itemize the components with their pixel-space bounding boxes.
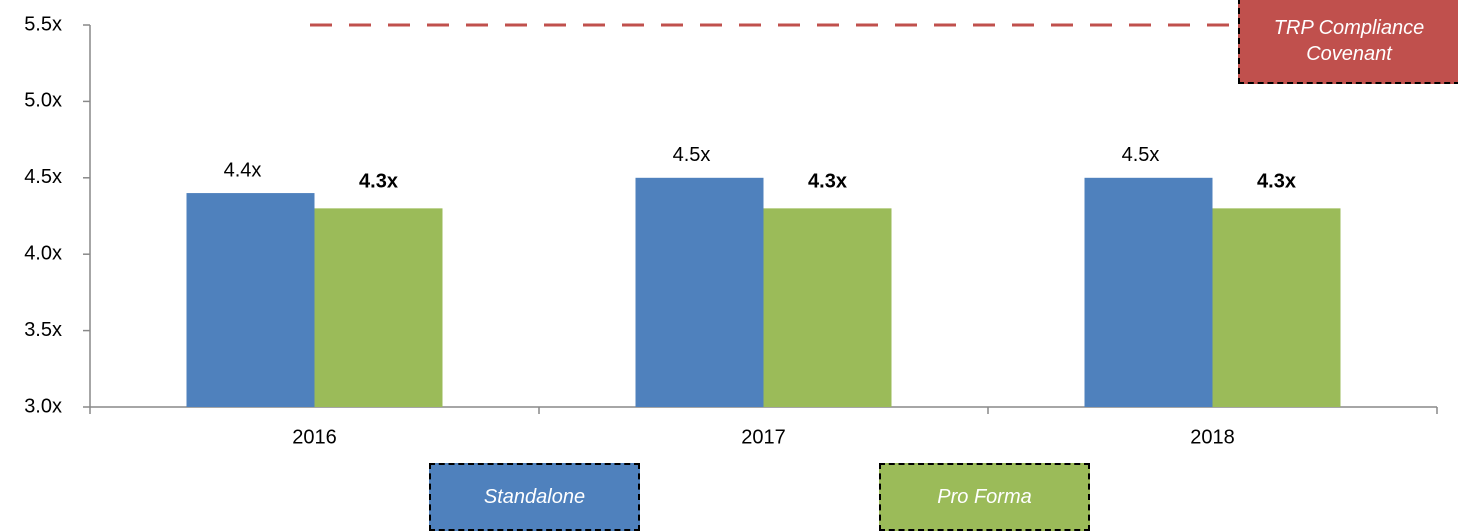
y-tick-label: 3.0x <box>24 395 62 417</box>
bar <box>314 208 443 407</box>
y-tick-label: 4.5x <box>24 166 62 188</box>
y-tick-label: 4.0x <box>24 242 62 264</box>
legend-item: Pro Forma <box>879 463 1090 531</box>
bar <box>186 193 315 407</box>
value-label: 4.3x <box>359 171 398 193</box>
x-tick-label: 2016 <box>292 426 337 448</box>
y-tick-label: 3.5x <box>24 319 62 341</box>
x-tick-label: 2018 <box>1190 426 1235 448</box>
value-label: 4.5x <box>1122 144 1160 166</box>
y-tick-label: 5.0x <box>24 90 62 112</box>
covenant-annotation: TRP Compliance Covenant <box>1238 0 1458 84</box>
bar <box>763 208 892 407</box>
bar <box>1212 208 1341 407</box>
value-label: 4.5x <box>673 144 711 166</box>
value-label: 4.4x <box>224 159 262 181</box>
bar <box>635 177 764 407</box>
value-label: 4.3x <box>1257 171 1296 193</box>
y-tick-label: 5.5x <box>24 13 62 35</box>
value-label: 4.3x <box>808 171 847 193</box>
bar <box>1084 177 1213 407</box>
legend-item: Standalone <box>429 463 640 531</box>
x-tick-label: 2017 <box>741 426 786 448</box>
